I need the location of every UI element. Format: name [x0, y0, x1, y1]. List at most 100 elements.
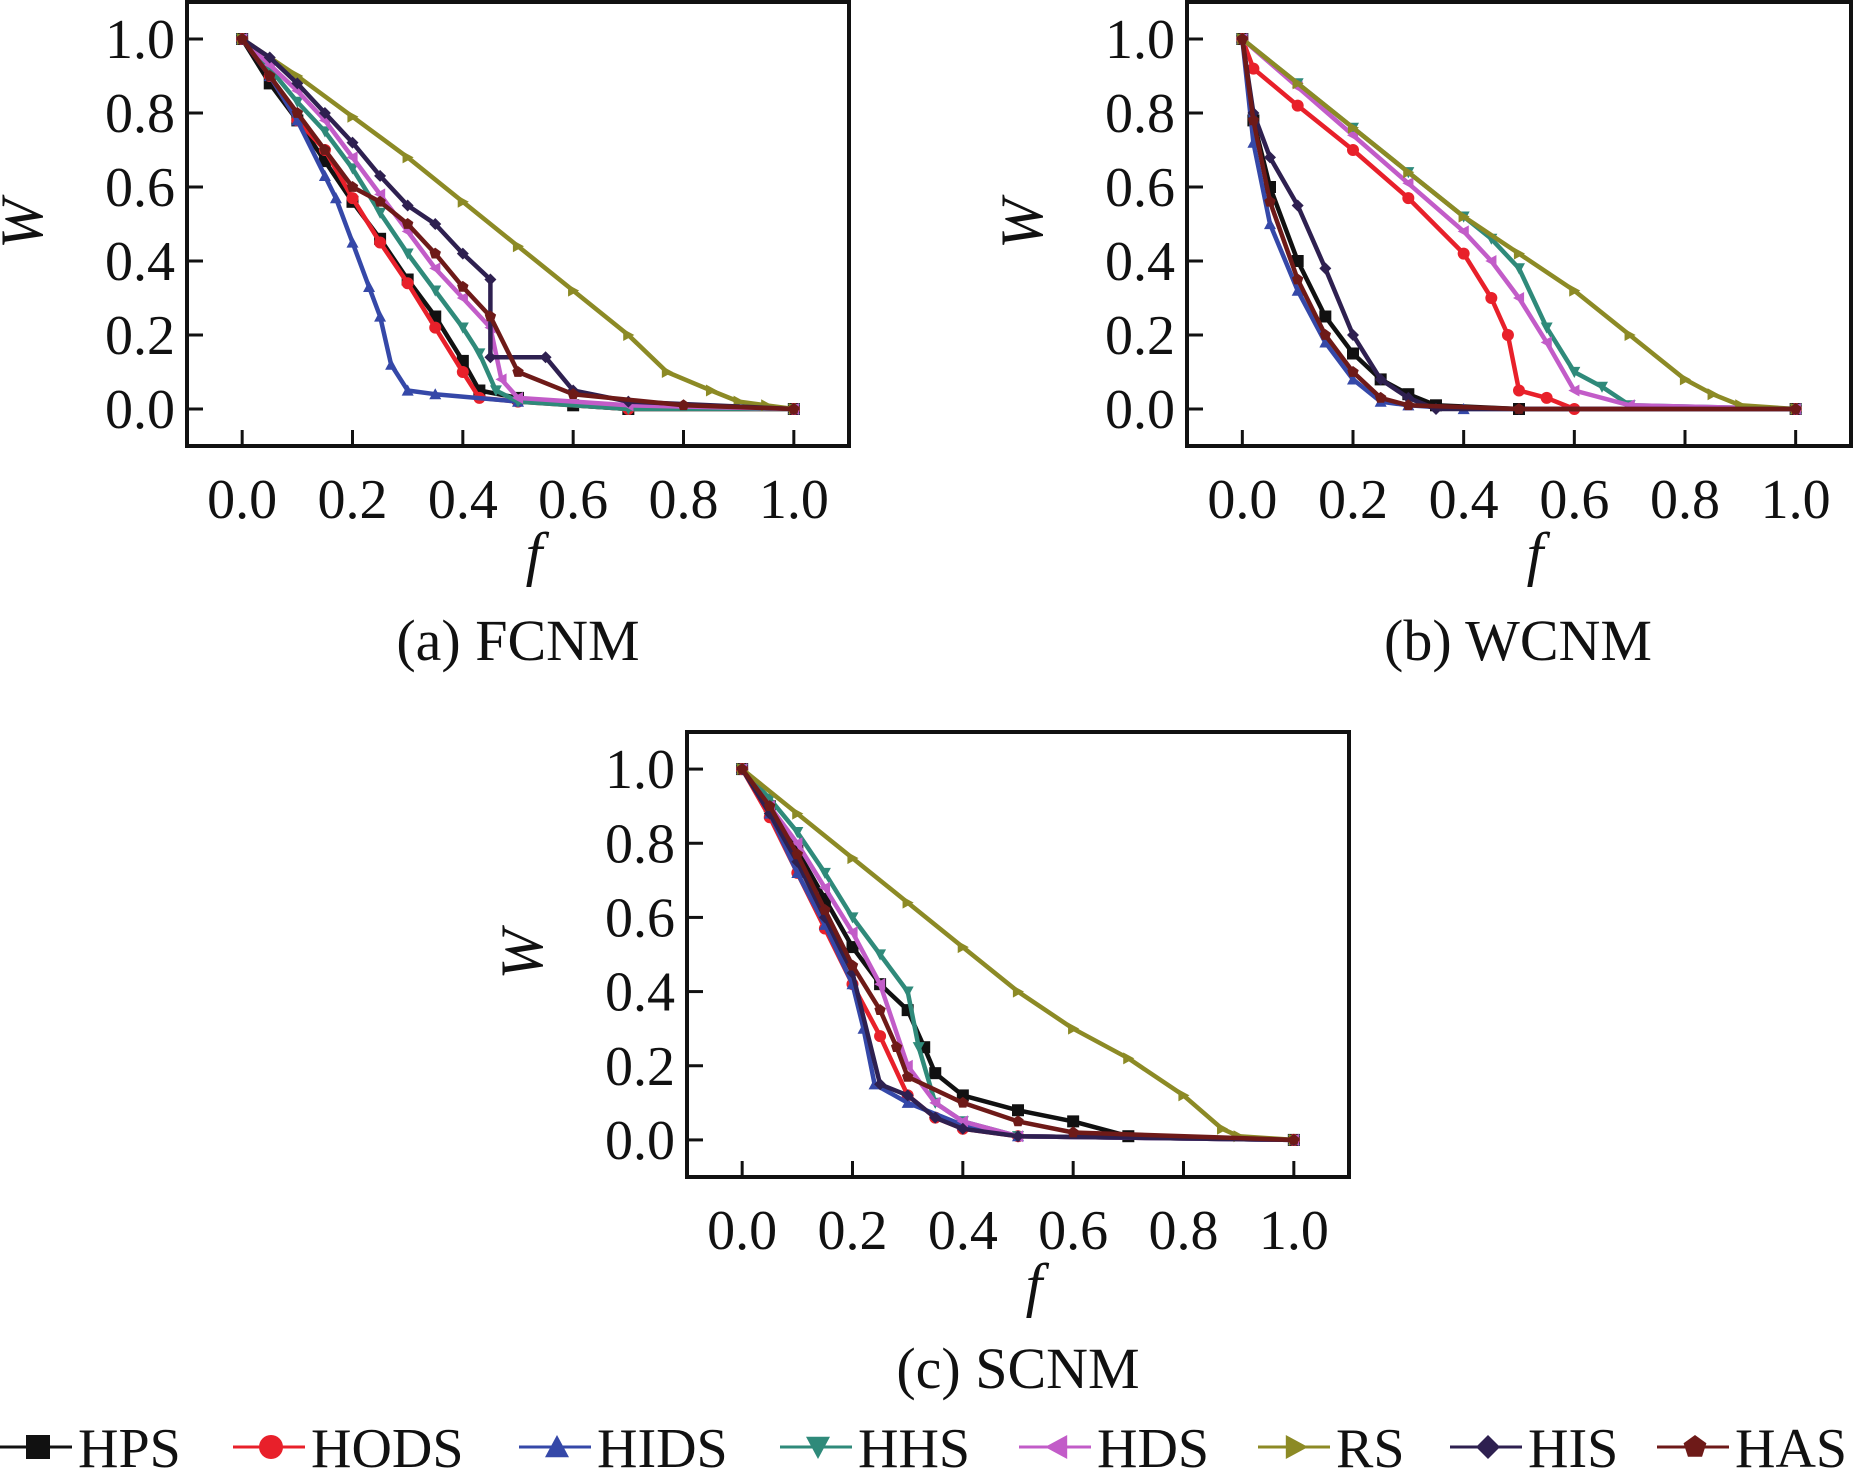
data-point-hds	[1485, 255, 1497, 267]
data-point-hids	[346, 236, 359, 248]
series-has	[236, 33, 800, 414]
data-point-his	[291, 77, 304, 90]
data-point-hps	[1012, 1104, 1024, 1117]
data-point-his	[1319, 262, 1332, 275]
data-point-rs	[1292, 77, 1304, 90]
data-point-hids	[363, 280, 376, 292]
data-point-hds	[512, 391, 524, 404]
data-point-hps	[956, 1089, 969, 1102]
data-point-has	[764, 800, 776, 812]
legend-item-hhs: HHS	[780, 1418, 970, 1470]
legend-item-has: HAS	[1657, 1418, 1847, 1470]
series-line-hids	[240, 37, 794, 412]
data-point-has	[1789, 403, 1802, 414]
y-tick-label: 0.8	[605, 813, 675, 875]
data-point-hps	[1347, 347, 1359, 360]
data-point-rs	[1679, 373, 1691, 386]
legend-item-rs: RS	[1258, 1418, 1405, 1470]
data-point-hods	[374, 236, 387, 249]
data-point-hps	[1291, 255, 1304, 267]
legend-marker-hds	[1045, 1435, 1068, 1459]
data-point-rs	[402, 151, 414, 164]
legend-label: HHS	[858, 1418, 970, 1470]
y-axis-label: W	[0, 194, 55, 249]
data-point-hids	[1264, 218, 1276, 230]
data-point-hds	[846, 926, 858, 939]
legend-label: HIS	[1528, 1418, 1618, 1470]
data-point-hps	[846, 941, 859, 954]
data-point-rs	[623, 329, 635, 341]
data-point-hds	[374, 188, 386, 201]
data-point-rs	[347, 110, 359, 123]
panel-wcnm: 0.0 0.2 0.4 0.6 0.8 1.00.00.20.40.60.81.0fW(b…	[989, 0, 1853, 673]
series-line-has	[240, 37, 794, 412]
data-point-hds	[901, 1059, 913, 1072]
data-point-hds	[1457, 225, 1469, 238]
data-point-has	[1264, 195, 1276, 207]
y-axis-label: W	[489, 924, 555, 979]
data-point-his	[901, 1089, 914, 1102]
data-point-hhs	[1568, 366, 1581, 378]
data-point-has	[1291, 273, 1304, 285]
x-tick-label: 0.6	[1539, 469, 1609, 531]
legend-label: HPS	[78, 1418, 181, 1470]
data-point-hods	[874, 1030, 887, 1043]
legend-label: HAS	[1735, 1418, 1847, 1470]
data-point-rs	[1403, 166, 1415, 179]
x-tick-label: 0.6	[538, 469, 608, 531]
y-tick-label: 0.0	[1105, 379, 1175, 441]
data-point-rs	[568, 284, 580, 297]
data-point-has	[788, 403, 800, 414]
data-point-rs	[1513, 247, 1525, 260]
data-point-hhs	[912, 1042, 925, 1054]
plot-frame	[1185, 0, 1853, 448]
data-point-hhs	[1513, 263, 1525, 275]
data-point-hds	[429, 262, 441, 275]
x-tick-label: 0.0	[207, 469, 277, 531]
y-tick-label: 1.0	[605, 739, 675, 801]
data-point-hids	[901, 1096, 914, 1108]
data-point-has	[1319, 329, 1332, 340]
data-point-hods	[1513, 384, 1525, 397]
data-point-rs	[1068, 1022, 1080, 1035]
y-tick-label: 0.2	[1105, 305, 1175, 367]
data-point-hhs	[1540, 322, 1553, 334]
data-point-hds	[1513, 292, 1525, 304]
data-point-hhs	[291, 96, 304, 108]
data-point-has	[1374, 391, 1387, 403]
x-tick-label: 0.2	[1318, 469, 1388, 531]
data-point-hods	[1347, 144, 1359, 156]
x-tick-label: 1.0	[1259, 1200, 1329, 1262]
data-point-hds	[929, 1096, 941, 1109]
data-point-hods	[346, 192, 359, 205]
data-point-has	[1247, 114, 1260, 126]
data-point-hds	[791, 837, 803, 850]
legend-item-hps: HPS	[0, 1418, 181, 1470]
data-point-hds	[956, 1115, 968, 1128]
legend-item-hods: HODS	[233, 1418, 463, 1470]
data-point-hids	[291, 114, 304, 126]
data-point-rs	[1347, 121, 1359, 134]
data-point-rs	[847, 852, 859, 865]
data-point-rs	[1624, 329, 1636, 341]
data-point-rs	[1123, 1052, 1135, 1065]
data-point-his	[484, 273, 497, 286]
data-point-hhs	[901, 986, 914, 998]
data-point-rs	[1217, 1122, 1229, 1135]
data-point-hods	[1402, 192, 1415, 205]
data-point-hhs	[791, 827, 804, 839]
data-point-has	[401, 218, 414, 229]
data-point-hds	[874, 978, 886, 991]
data-point-his	[429, 218, 442, 230]
data-point-has	[791, 848, 804, 860]
series-line-has	[740, 767, 1294, 1143]
panel-fcnm: 0.00.20.40.60.81.00.00.20.40.60.81.0fW(a…	[0, 0, 851, 673]
data-point-has	[236, 33, 248, 44]
panel-caption: (a) FCNM	[396, 608, 639, 673]
x-tick-label: 0.8	[1650, 469, 1720, 531]
data-point-rs	[902, 896, 914, 909]
data-point-has	[291, 107, 304, 118]
data-point-has	[874, 1004, 886, 1015]
x-tick-label: 0.8	[1149, 1200, 1219, 1262]
